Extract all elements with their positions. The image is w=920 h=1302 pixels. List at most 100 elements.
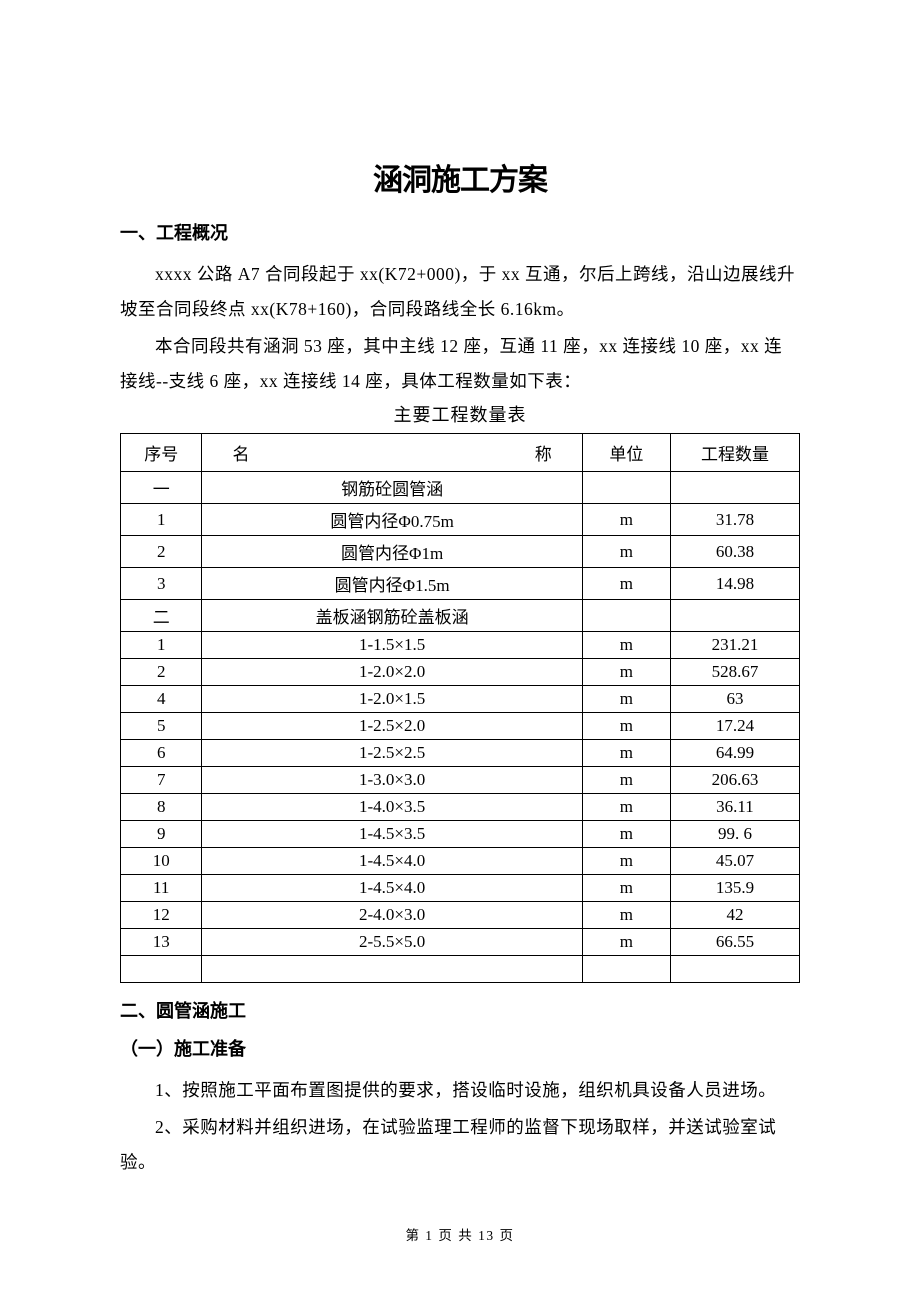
quantity-table: 序号 名 称 单位 工程数量 一钢筋砼圆管涵 1圆管内径Φ0.75mm31.78… bbox=[120, 433, 800, 983]
col-header-name: 名 称 bbox=[202, 434, 582, 472]
cell-name: 1-2.5×2.0 bbox=[202, 713, 582, 740]
cell-seq bbox=[121, 956, 202, 983]
cell-unit: m bbox=[582, 902, 670, 929]
cell-qty: 135.9 bbox=[670, 875, 799, 902]
cell-unit: m bbox=[582, 875, 670, 902]
cell-qty: 99. 6 bbox=[670, 821, 799, 848]
col-header-unit: 单位 bbox=[582, 434, 670, 472]
table-row: 3圆管内径Φ1.5mm14.98 bbox=[121, 568, 800, 600]
cell-name: 1-2.5×2.5 bbox=[202, 740, 582, 767]
cell-name bbox=[202, 956, 582, 983]
cell-seq: 11 bbox=[121, 875, 202, 902]
table-row: 11-1.5×1.5m231.21 bbox=[121, 632, 800, 659]
table-row: 41-2.0×1.5m63 bbox=[121, 686, 800, 713]
table-row: 61-2.5×2.5m64.99 bbox=[121, 740, 800, 767]
cell-qty bbox=[670, 472, 799, 504]
cell-unit: m bbox=[582, 568, 670, 600]
col-header-seq: 序号 bbox=[121, 434, 202, 472]
cell-seq: 二 bbox=[121, 600, 202, 632]
col-header-qty: 工程数量 bbox=[670, 434, 799, 472]
cell-seq: 4 bbox=[121, 686, 202, 713]
cell-seq: 1 bbox=[121, 632, 202, 659]
table-row: 101-4.5×4.0m45.07 bbox=[121, 848, 800, 875]
cell-unit: m bbox=[582, 536, 670, 568]
cell-qty: 528.67 bbox=[670, 659, 799, 686]
section1-para2: 本合同段共有涵洞 53 座，其中主线 12 座，互通 11 座，xx 连接线 1… bbox=[120, 329, 800, 399]
table-row: 二盖板涵钢筋砼盖板涵 bbox=[121, 600, 800, 632]
cell-unit: m bbox=[582, 659, 670, 686]
table-row: 81-4.0×3.5m36.11 bbox=[121, 794, 800, 821]
cell-qty: 206.63 bbox=[670, 767, 799, 794]
cell-unit: m bbox=[582, 794, 670, 821]
cell-unit: m bbox=[582, 713, 670, 740]
cell-name: 1-2.0×1.5 bbox=[202, 686, 582, 713]
cell-name: 1-4.5×4.0 bbox=[202, 848, 582, 875]
table-row: 71-3.0×3.0m206.63 bbox=[121, 767, 800, 794]
cell-seq: 13 bbox=[121, 929, 202, 956]
cell-unit bbox=[582, 600, 670, 632]
cell-name: 1-4.5×3.5 bbox=[202, 821, 582, 848]
table-row: 2圆管内径Φ1mm60.38 bbox=[121, 536, 800, 568]
cell-unit: m bbox=[582, 504, 670, 536]
cell-name: 圆管内径Φ0.75m bbox=[202, 504, 582, 536]
cell-seq: 8 bbox=[121, 794, 202, 821]
cell-name: 1-2.0×2.0 bbox=[202, 659, 582, 686]
cell-qty: 64.99 bbox=[670, 740, 799, 767]
cell-seq: 10 bbox=[121, 848, 202, 875]
cell-unit: m bbox=[582, 929, 670, 956]
cell-seq: 3 bbox=[121, 568, 202, 600]
cell-name: 圆管内径Φ1m bbox=[202, 536, 582, 568]
table-body: 一钢筋砼圆管涵 1圆管内径Φ0.75mm31.78 2圆管内径Φ1mm60.38… bbox=[121, 472, 800, 983]
document-title: 涵洞施工方案 bbox=[120, 155, 800, 199]
table-row: 111-4.5×4.0m135.9 bbox=[121, 875, 800, 902]
table-row: 51-2.5×2.0m17.24 bbox=[121, 713, 800, 740]
cell-qty bbox=[670, 600, 799, 632]
cell-unit bbox=[582, 472, 670, 504]
cell-unit: m bbox=[582, 848, 670, 875]
cell-unit: m bbox=[582, 767, 670, 794]
cell-seq: 7 bbox=[121, 767, 202, 794]
cell-qty: 231.21 bbox=[670, 632, 799, 659]
cell-name: 2-4.0×3.0 bbox=[202, 902, 582, 929]
cell-seq: 6 bbox=[121, 740, 202, 767]
cell-qty: 45.07 bbox=[670, 848, 799, 875]
cell-qty: 31.78 bbox=[670, 504, 799, 536]
cell-unit: m bbox=[582, 740, 670, 767]
cell-seq: 一 bbox=[121, 472, 202, 504]
cell-seq: 1 bbox=[121, 504, 202, 536]
table-row bbox=[121, 956, 800, 983]
section1-header: 一、工程概况 bbox=[120, 219, 800, 245]
cell-name: 圆管内径Φ1.5m bbox=[202, 568, 582, 600]
cell-name: 1-4.0×3.5 bbox=[202, 794, 582, 821]
section2-header: 二、圆管涵施工 bbox=[120, 997, 800, 1023]
table-row: 21-2.0×2.0m528.67 bbox=[121, 659, 800, 686]
section2-para2: 2、采购材料并组织进场，在试验监理工程师的监督下现场取样，并送试验室试验。 bbox=[120, 1110, 800, 1180]
table-row: 122-4.0×3.0m42 bbox=[121, 902, 800, 929]
cell-name: 盖板涵钢筋砼盖板涵 bbox=[202, 600, 582, 632]
cell-qty bbox=[670, 956, 799, 983]
cell-seq: 5 bbox=[121, 713, 202, 740]
cell-unit: m bbox=[582, 821, 670, 848]
cell-qty: 36.11 bbox=[670, 794, 799, 821]
cell-name: 2-5.5×5.0 bbox=[202, 929, 582, 956]
document-page: 涵洞施工方案 一、工程概况 xxxx 公路 A7 合同段起于 xx(K72+00… bbox=[0, 0, 920, 1180]
cell-qty: 14.98 bbox=[670, 568, 799, 600]
cell-seq: 12 bbox=[121, 902, 202, 929]
section2-sub1-header: （一）施工准备 bbox=[120, 1035, 800, 1061]
cell-name: 1-1.5×1.5 bbox=[202, 632, 582, 659]
cell-seq: 2 bbox=[121, 659, 202, 686]
table-row: 一钢筋砼圆管涵 bbox=[121, 472, 800, 504]
page-footer: 第 1 页 共 13 页 bbox=[0, 1224, 920, 1244]
cell-qty: 63 bbox=[670, 686, 799, 713]
cell-name: 1-3.0×3.0 bbox=[202, 767, 582, 794]
table-header-row: 序号 名 称 单位 工程数量 bbox=[121, 434, 800, 472]
cell-seq: 2 bbox=[121, 536, 202, 568]
cell-unit bbox=[582, 956, 670, 983]
cell-qty: 66.55 bbox=[670, 929, 799, 956]
section1-para1: xxxx 公路 A7 合同段起于 xx(K72+000)，于 xx 互通，尔后上… bbox=[120, 257, 800, 327]
cell-qty: 60.38 bbox=[670, 536, 799, 568]
section2-para1: 1、按照施工平面布置图提供的要求，搭设临时设施，组织机具设备人员进场。 bbox=[120, 1073, 800, 1108]
table-row: 91-4.5×3.5m99. 6 bbox=[121, 821, 800, 848]
table-row: 132-5.5×5.0m66.55 bbox=[121, 929, 800, 956]
cell-name: 1-4.5×4.0 bbox=[202, 875, 582, 902]
